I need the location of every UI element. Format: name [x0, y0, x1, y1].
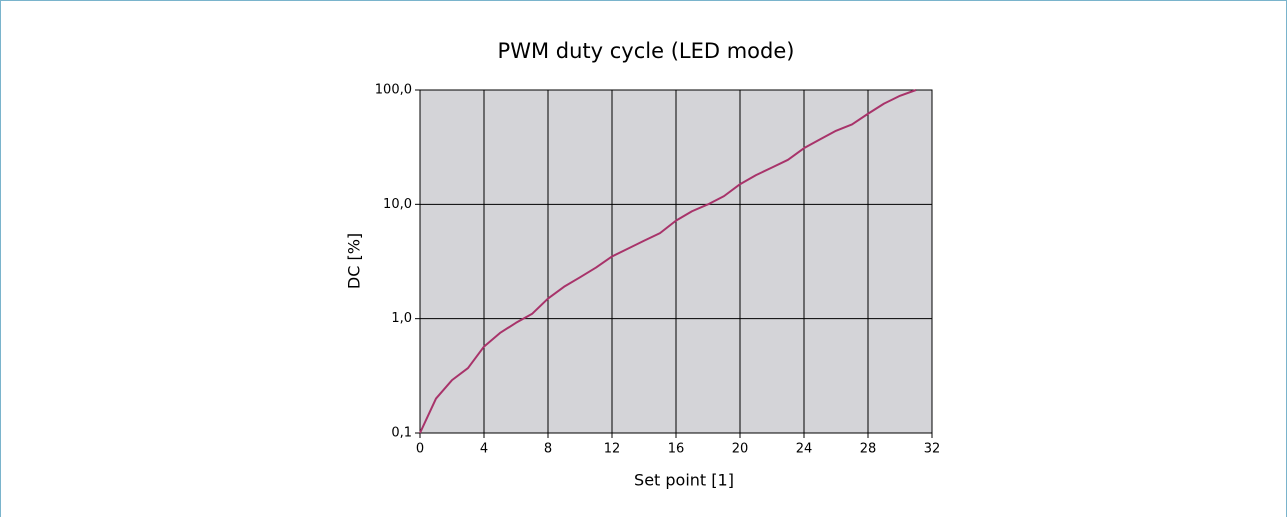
x-tick-label: 12 [604, 442, 621, 457]
chart-title: PWM duty cycle (LED mode) [498, 39, 795, 63]
y-tick-label: 100,0 [375, 83, 412, 98]
x-tick-label: 4 [480, 442, 488, 457]
y-tick-label: 0,1 [391, 426, 412, 441]
x-axis-label: Set point [1] [634, 471, 734, 490]
y-tick-label: 1,0 [391, 311, 412, 326]
plot-border [419, 89, 933, 434]
data-line [419, 89, 917, 434]
x-tick-label: 24 [796, 442, 813, 457]
x-tick-label: 8 [544, 442, 552, 457]
x-tick-label: 16 [668, 442, 685, 457]
x-tick-label: 20 [732, 442, 749, 457]
x-tick-label: 28 [860, 442, 877, 457]
x-tick-label: 0 [416, 442, 424, 457]
y-axis-label: DC [%] [345, 233, 364, 289]
x-tick-label: 32 [924, 442, 941, 457]
y-tick-label: 10,0 [383, 197, 412, 212]
